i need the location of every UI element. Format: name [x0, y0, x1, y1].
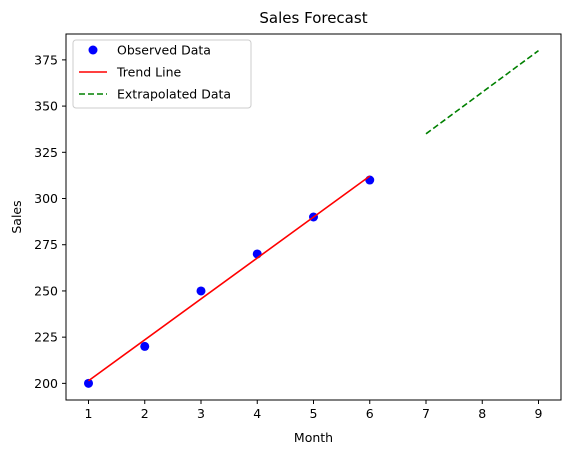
x-tick-label: 6 — [366, 406, 374, 421]
legend-marker — [88, 45, 98, 55]
y-tick-label: 325 — [34, 145, 58, 160]
x-tick-label: 1 — [85, 406, 93, 421]
y-tick-label: 200 — [34, 376, 58, 391]
x-tick-label: 3 — [197, 406, 205, 421]
legend: Observed Data Trend Line Extrapolated Data — [72, 39, 252, 109]
y-tick-label: 300 — [34, 191, 58, 206]
y-tick-label: 350 — [34, 99, 58, 114]
x-tick-label: 4 — [253, 406, 261, 421]
y-tick-label: 275 — [34, 237, 58, 252]
y-tick-label: 375 — [34, 52, 58, 67]
legend-label: Extrapolated Data — [117, 87, 231, 102]
y-axis-label: Sales — [9, 200, 24, 233]
legend-label: Observed Data — [117, 43, 211, 58]
y-tick-label: 225 — [34, 330, 58, 345]
x-tick-label: 7 — [422, 406, 430, 421]
x-tick-label: 5 — [310, 406, 318, 421]
observed-data-point — [140, 341, 150, 351]
x-tick-label: 9 — [535, 406, 543, 421]
axes-layer: 1 2 3 4 5 6 7 8 9 200 225 250 275 300 325 350 375 — [34, 52, 542, 421]
observed-data-point — [84, 378, 93, 388]
legend-label: Trend Line — [116, 65, 182, 80]
y-tick-label: 250 — [34, 283, 58, 298]
x-tick-label: 2 — [141, 406, 149, 421]
plot-layer — [84, 49, 539, 388]
x-tick-label: 8 — [478, 406, 486, 421]
trend-line — [88, 175, 371, 382]
chart-title: Sales Forecast — [259, 9, 367, 27]
legend-box — [72, 39, 252, 109]
extrapolated-line — [425, 49, 539, 135]
x-axis-label: Month — [294, 430, 333, 445]
observed-data-point — [196, 286, 206, 296]
